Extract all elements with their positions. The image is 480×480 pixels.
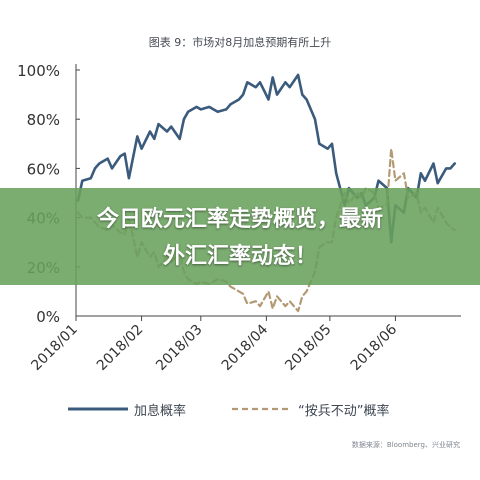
x-tick-label: 2018/04 (219, 321, 272, 374)
data-source-note: 数据来源：Bloomberg、兴业研究 (351, 441, 460, 449)
chart-title: 图表 9：市场对8月加息预期有所上升 (148, 36, 332, 49)
series-line-hold (76, 147, 456, 313)
x-tick-label: 2018/03 (153, 322, 205, 374)
x-tick-label: 2018/06 (348, 321, 401, 374)
y-tick-label: 60% (27, 160, 60, 178)
overlay-banner: 今日欧元汇率走势概览，最新 外汇汇率动态！ (0, 188, 480, 285)
legend-label-hold: “按兵不动”概率 (298, 404, 390, 419)
x-tick-label: 2018/05 (282, 322, 334, 374)
banner-line-2: 外汇汇率动态！ (162, 244, 317, 269)
x-tick-label: 2018/02 (94, 322, 146, 374)
y-tick-label: 100% (17, 62, 60, 80)
y-tick-label: 0% (36, 308, 60, 326)
y-tick-label: 80% (27, 111, 60, 129)
legend-label-rate-hike: 加息概率 (134, 404, 187, 419)
x-tick-label: 2018/01 (28, 322, 80, 374)
banner-line-1: 今日欧元汇率走势概览，最新 (96, 207, 383, 232)
